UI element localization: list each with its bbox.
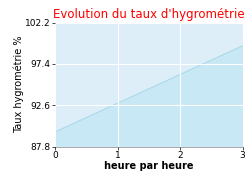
Title: Evolution du taux d'hygrométrie: Evolution du taux d'hygrométrie <box>53 8 244 21</box>
X-axis label: heure par heure: heure par heure <box>104 161 194 171</box>
Y-axis label: Taux hygrométrie %: Taux hygrométrie % <box>13 36 24 133</box>
